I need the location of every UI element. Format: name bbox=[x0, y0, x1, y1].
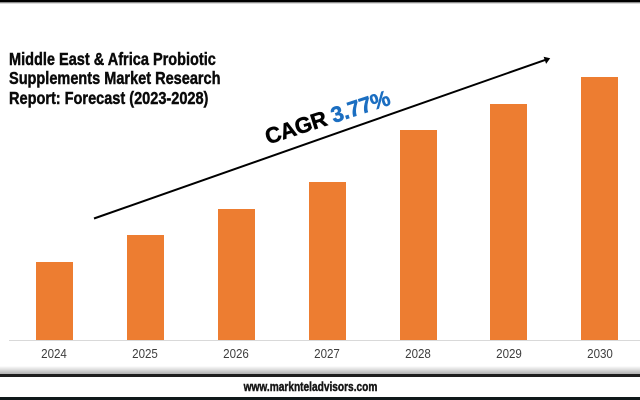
svg-text:CAGR 3.77%: CAGR 3.77% bbox=[262, 85, 393, 149]
